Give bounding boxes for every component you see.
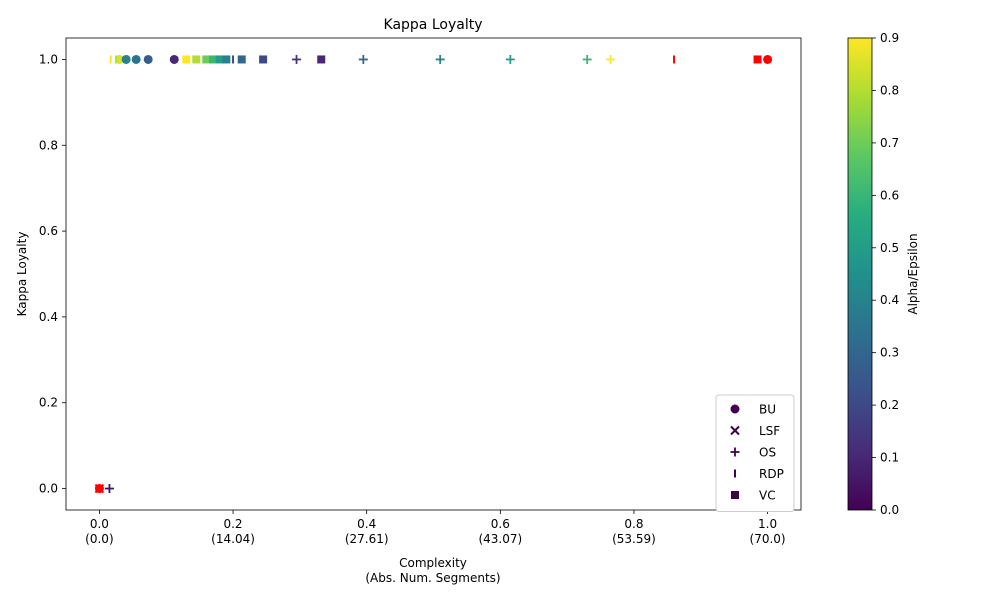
y-tick-label-1: 0.2 bbox=[39, 396, 58, 410]
x-tick-label-3: 0.6 bbox=[491, 517, 510, 531]
y-tick-label-4: 0.8 bbox=[39, 138, 58, 152]
y-tick-label-3: 0.6 bbox=[39, 224, 58, 238]
chart-title: Kappa Loyalty bbox=[384, 17, 483, 33]
legend-marker-lsf bbox=[730, 425, 740, 436]
colorbar-tick-label-8: 0.8 bbox=[880, 83, 899, 97]
point-vc-9 bbox=[753, 55, 762, 64]
x-tick-label-0: 0.0 bbox=[90, 517, 109, 531]
x-axis: 0.0(0.0) 0.2(14.04) 0.4(27.61) 0.6(43.07) 0.… bbox=[85, 510, 786, 546]
point-bu-3 bbox=[131, 54, 141, 64]
colorbar-tick-label-3: 0.3 bbox=[880, 346, 899, 360]
legend-marker-vc bbox=[731, 491, 739, 499]
point-os-1 bbox=[292, 54, 302, 64]
series-vc bbox=[182, 55, 762, 64]
y-axis-label: Kappa Loyalty bbox=[15, 232, 29, 317]
point-vc-1 bbox=[192, 55, 201, 64]
x-tick-sublabel-5: (70.0) bbox=[750, 532, 786, 546]
series-bu bbox=[94, 54, 773, 494]
point-vc-6 bbox=[237, 55, 246, 64]
point-vc-3 bbox=[209, 55, 217, 64]
legend: BU LSF OS RDP VC bbox=[715, 394, 795, 512]
legend-label-bu: BU bbox=[759, 403, 776, 417]
point-os-0 bbox=[104, 484, 114, 494]
data-points bbox=[94, 54, 773, 494]
point-bu-6 bbox=[763, 54, 773, 64]
colorbar-label: Alpha/Epsilon bbox=[906, 233, 920, 314]
colorbar: 0.0 0.1 0.2 0.3 0.4 0.5 0.6 0.7 0.8 0.9 Alpha/Epsi… bbox=[847, 31, 920, 517]
series-rdp bbox=[109, 55, 676, 64]
plot-frame bbox=[65, 37, 802, 511]
point-vc-4 bbox=[215, 55, 224, 64]
y-axis: 0.0 0.2 0.4 0.6 0.8 1.0 bbox=[39, 52, 66, 496]
point-bu-4 bbox=[143, 54, 153, 64]
point-os-5 bbox=[582, 54, 592, 64]
colorbar-tick-label-9: 0.9 bbox=[880, 31, 899, 45]
y-tick-label-5: 1.0 bbox=[39, 52, 58, 66]
colorbar-tick-label-2: 0.2 bbox=[880, 398, 899, 412]
x-tick-sublabel-2: (27.61) bbox=[345, 532, 389, 546]
x-axis-label: Complexity bbox=[399, 556, 467, 570]
legend-label-vc: VC bbox=[759, 489, 776, 503]
legend-marker-os bbox=[730, 447, 740, 457]
x-axis-label-unit: (Abs. Num. Segments) bbox=[365, 571, 500, 585]
x-tick-label-4: 0.8 bbox=[624, 517, 643, 531]
legend-box bbox=[715, 394, 795, 512]
colorbar-gradient bbox=[847, 37, 873, 511]
point-os-2 bbox=[358, 54, 368, 64]
x-tick-sublabel-4: (53.59) bbox=[612, 532, 656, 546]
legend-label-os: OS bbox=[759, 446, 776, 460]
point-os-6 bbox=[606, 54, 616, 64]
point-vc-5 bbox=[222, 55, 231, 64]
x-tick-sublabel-1: (14.04) bbox=[211, 532, 255, 546]
legend-label-rdp: RDP bbox=[759, 467, 784, 481]
legend-marker-bu bbox=[730, 404, 740, 414]
point-vc-8 bbox=[317, 55, 326, 64]
series-os bbox=[104, 54, 616, 494]
point-lsf-0 bbox=[94, 483, 105, 494]
point-vc-2 bbox=[202, 55, 211, 64]
x-tick-sublabel-3: (43.07) bbox=[478, 532, 522, 546]
point-bu-5 bbox=[169, 54, 179, 64]
x-tick-label-1: 0.2 bbox=[223, 517, 242, 531]
y-tick-label-0: 0.0 bbox=[39, 482, 58, 496]
point-os-3 bbox=[435, 54, 445, 64]
colorbar-tick-label-5: 0.5 bbox=[880, 241, 899, 255]
point-vc-7 bbox=[259, 55, 268, 64]
legend-label-lsf: LSF bbox=[759, 424, 780, 438]
x-tick-label-5: 1.0 bbox=[758, 517, 777, 531]
colorbar-tick-label-6: 0.6 bbox=[880, 188, 899, 202]
point-vc-0 bbox=[182, 55, 191, 64]
y-tick-label-2: 0.4 bbox=[39, 310, 58, 324]
series-lsf bbox=[94, 483, 105, 494]
point-bu-1 bbox=[114, 54, 124, 64]
x-tick-label-2: 0.4 bbox=[357, 517, 376, 531]
colorbar-tick-label-1: 0.1 bbox=[880, 451, 899, 465]
colorbar-tick-label-7: 0.7 bbox=[880, 136, 899, 150]
x-tick-sublabel-0: (0.0) bbox=[85, 532, 113, 546]
point-bu-2 bbox=[121, 54, 131, 64]
point-os-4 bbox=[505, 54, 515, 64]
colorbar-tick-label-0: 0.0 bbox=[880, 503, 899, 517]
colorbar-tick-label-4: 0.4 bbox=[880, 293, 899, 307]
